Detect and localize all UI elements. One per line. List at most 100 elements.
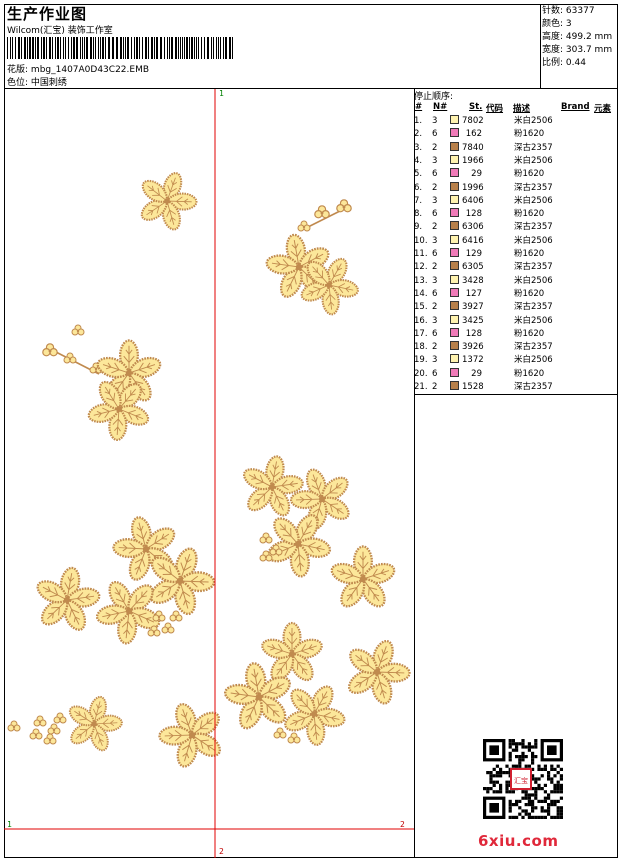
- flower: [111, 514, 180, 584]
- row-needle: 6: [432, 129, 438, 140]
- row-needle: 3: [432, 195, 438, 206]
- row-index: 4.: [414, 155, 423, 166]
- sequence-row: 2. 6 162 粉1620: [414, 128, 618, 141]
- color-swatch: [450, 341, 459, 351]
- col-st: St.: [469, 102, 483, 112]
- row-description: 粉1620: [514, 328, 545, 339]
- flower: [32, 565, 102, 635]
- row-index: 3.: [414, 142, 423, 153]
- color-swatch: [450, 354, 459, 364]
- guide-label-bottom: 2: [219, 847, 224, 856]
- color-swatch: [450, 274, 459, 284]
- color-swatch: [450, 327, 459, 337]
- sequence-row: 13. 3 3428 米白2506: [414, 274, 618, 288]
- row-stitches: 162: [465, 129, 482, 140]
- sheet-border: [4, 4, 618, 858]
- flower: [281, 681, 348, 747]
- row-description: 米白2506: [514, 315, 553, 326]
- stop-sequence-title: 停止顺序:: [414, 92, 454, 102]
- sequence-row: 6. 2 1996 深古2357: [414, 181, 618, 195]
- sequence-row: 21. 2 1528 深古2357: [414, 381, 618, 394]
- col-desc: 描述: [513, 104, 531, 114]
- barcode: [7, 37, 233, 59]
- guide-label-right: 2: [400, 820, 405, 829]
- color-swatch: [450, 314, 459, 324]
- row-index: 8.: [414, 209, 423, 220]
- row-stitches: 1966: [462, 155, 484, 166]
- row-description: 深古2357: [514, 222, 553, 233]
- row-index: 14.: [414, 288, 428, 299]
- sequence-row: 7. 3 6406 米白2506: [414, 194, 618, 208]
- flower: [328, 545, 398, 612]
- color-swatch: [450, 168, 459, 178]
- row-stitches: 6416: [462, 235, 484, 246]
- flower: [137, 169, 198, 233]
- row-description: 深古2357: [514, 342, 553, 353]
- flower: [94, 339, 164, 406]
- row-description: 米白2506: [514, 275, 553, 286]
- flower: [258, 621, 326, 686]
- color-swatch: [450, 141, 459, 151]
- qr-seal-text: 汇宝: [514, 776, 528, 785]
- color-swatch: [450, 208, 459, 218]
- guide-label-left: 1: [7, 820, 12, 829]
- row-description: 深古2357: [514, 142, 553, 153]
- row-index: 17.: [414, 328, 428, 339]
- row-index: 19.: [414, 355, 428, 366]
- color-swatch: [450, 301, 459, 311]
- sequence-row: 16. 3 3425 米白2506: [414, 314, 618, 328]
- sequence-row: 12. 2 6305 深古2357: [414, 261, 618, 274]
- col-code: 代码: [486, 104, 504, 114]
- flower: [263, 510, 333, 579]
- row-stitches: 128: [465, 209, 482, 220]
- row-index: 6.: [414, 182, 423, 193]
- sequence-row: 1. 3 7802 米白2506: [414, 115, 618, 128]
- color-swatch: [450, 128, 459, 138]
- company-name: Wilcom(汇宝) 装饰工作室: [7, 26, 113, 36]
- flower: [289, 465, 354, 533]
- embroidery-design: [4, 89, 414, 858]
- row-description: 粉1620: [514, 288, 545, 299]
- row-index: 12.: [414, 262, 428, 273]
- row-index: 20.: [414, 368, 428, 379]
- row-stitches: 7840: [462, 142, 484, 153]
- color-position-value: 中国刺绣: [30, 78, 67, 88]
- stat-height: 高度: 499.2 mm: [542, 32, 613, 42]
- sequence-row: 20. 6 29 粉1620: [414, 367, 618, 381]
- row-needle: 3: [432, 355, 438, 366]
- row-stitches: 3425: [462, 315, 484, 326]
- row-needle: 2: [432, 262, 438, 273]
- stat-stitches: 针数: 63377: [542, 6, 595, 16]
- sequence-row: 15. 2 3927 深古2357: [414, 301, 618, 314]
- row-needle: 2: [432, 182, 438, 193]
- sequence-row: 11. 6 129 粉1620: [414, 248, 618, 261]
- row-needle: 3: [432, 155, 438, 166]
- row-stitches: 1372: [462, 355, 484, 366]
- color-swatch: [450, 367, 459, 377]
- row-description: 深古2357: [514, 382, 553, 392]
- design-canvas: 1 2 1 2: [4, 89, 414, 858]
- stats-panel: 针数: 63377 颜色: 3 高度: 499.2 mm 宽度: 303.7 m…: [542, 5, 618, 70]
- row-needle: 6: [432, 249, 438, 259]
- row-stitches: 1528: [462, 382, 484, 392]
- row-description: 粉1620: [514, 368, 545, 379]
- row-needle: 2: [432, 302, 438, 313]
- row-index: 7.: [414, 195, 423, 206]
- sequence-row: 10. 3 6416 米白2506: [414, 234, 618, 248]
- row-needle: 6: [432, 288, 438, 299]
- row-stitches: 6306: [462, 222, 484, 233]
- sequence-row: 17. 6 128 粉1620: [414, 327, 618, 341]
- row-stitches: 29: [471, 169, 482, 180]
- row-description: 米白2506: [514, 116, 553, 126]
- row-needle: 2: [432, 342, 438, 353]
- sequence-row: 8. 6 128 粉1620: [414, 208, 618, 221]
- row-index: 15.: [414, 302, 428, 313]
- row-description: 米白2506: [514, 235, 553, 246]
- row-index: 2.: [414, 129, 423, 140]
- row-needle: 3: [432, 116, 438, 126]
- row-description: 粉1620: [514, 209, 545, 220]
- row-description: 深古2357: [514, 302, 553, 313]
- color-position-label: 色位:: [7, 78, 29, 88]
- row-stitches: 29: [471, 368, 482, 379]
- color-swatch: [450, 154, 459, 164]
